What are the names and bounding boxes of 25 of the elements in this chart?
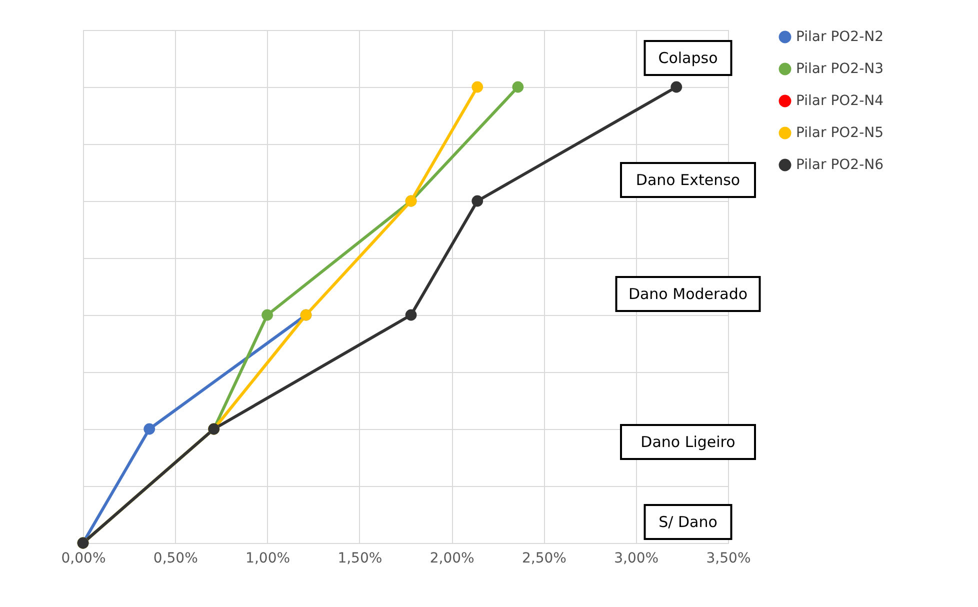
x-tick-label: 0,50%	[153, 550, 198, 566]
x-tick-label: 3,50%	[706, 550, 751, 566]
legend-label: Pilar PO2-N4	[796, 93, 884, 109]
legend-label: Pilar PO2-N5	[796, 125, 884, 141]
x-tick-label: 1,50%	[338, 550, 382, 566]
annotation: S/ Dano	[658, 513, 718, 531]
legend-label: Pilar PO2-N6	[796, 157, 884, 173]
x-tick-label: 2,00%	[430, 550, 474, 566]
point	[472, 195, 484, 207]
legend-label: Pilar PO2-N3	[796, 61, 884, 77]
annotation: Dano Extenso	[636, 171, 740, 189]
point	[512, 81, 524, 93]
legend-label: Pilar PO2-N2	[796, 29, 884, 45]
text: Colapso	[658, 49, 718, 67]
x-tick-label: 2,50%	[522, 550, 566, 566]
point	[670, 81, 682, 93]
x-tick-label: 0,00%	[61, 550, 106, 566]
point	[472, 81, 484, 93]
point	[144, 423, 156, 435]
point	[405, 309, 417, 321]
x-tick-label: 1,00%	[246, 550, 290, 566]
annotation: Dano Moderado	[628, 285, 748, 303]
point	[262, 309, 273, 321]
x-tick-label: 3,00%	[614, 550, 659, 566]
annotation: Dano Ligeiro	[640, 433, 736, 451]
